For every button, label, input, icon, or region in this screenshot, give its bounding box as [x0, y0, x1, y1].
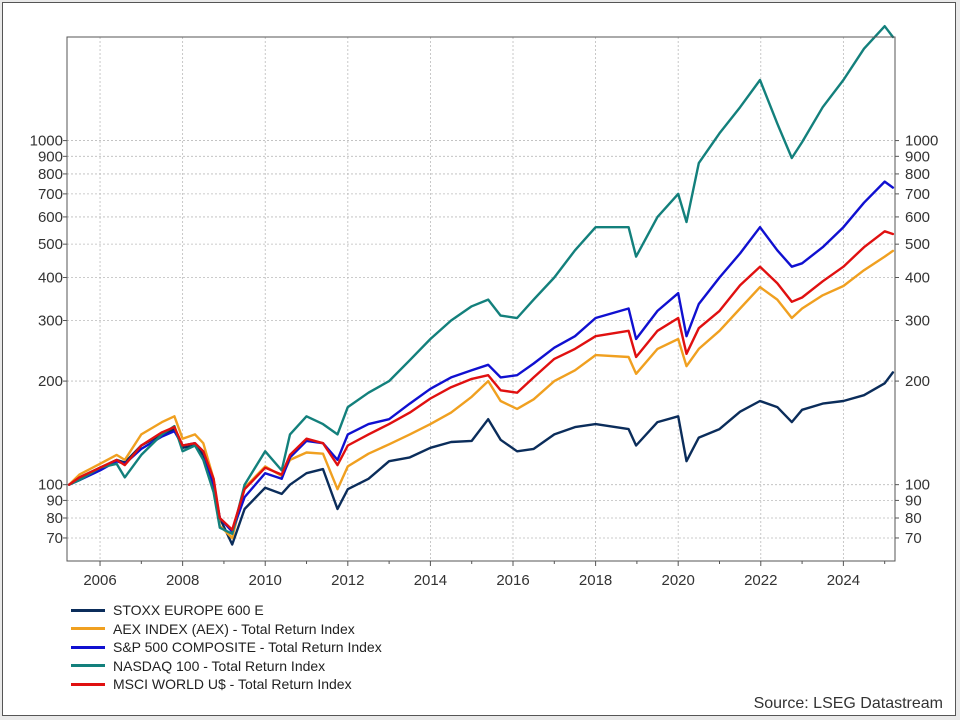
y-tick-label-right: 900	[905, 148, 930, 165]
y-tick-label-left: 700	[38, 186, 63, 203]
legend-swatch	[71, 627, 105, 631]
legend-label: STOXX EUROPE 600 E	[113, 602, 264, 619]
y-tick-label-left: 200	[38, 373, 63, 390]
legend-swatch	[71, 664, 105, 668]
y-tick-label-right: 800	[905, 166, 930, 183]
y-tick-label-right: 80	[905, 510, 922, 527]
y-tick-label-right: 1000	[905, 133, 938, 150]
series-line-2	[67, 180, 895, 533]
plot-area-border	[66, 36, 896, 562]
legend-item: AEX INDEX (AEX) - Total Return Index	[71, 620, 382, 639]
series-line-3	[67, 25, 895, 535]
legend-label: AEX INDEX (AEX) - Total Return Index	[113, 620, 355, 637]
x-tick-label: 2014	[414, 572, 447, 589]
legend-label: NASDAQ 100 - Total Return Index	[113, 657, 326, 674]
x-tick-label: 2008	[166, 572, 199, 589]
legend-label: S&P 500 COMPOSITE - Total Return Index	[113, 639, 382, 656]
x-tick-label: 2018	[579, 572, 612, 589]
legend-swatch	[71, 645, 105, 649]
y-tick-label-right: 700	[905, 186, 930, 203]
x-tick-label: 2020	[662, 572, 695, 589]
legend-item: NASDAQ 100 - Total Return Index	[71, 657, 382, 676]
y-tick-label-left: 70	[46, 530, 63, 547]
legend-swatch	[71, 608, 105, 612]
source-note: Source: LSEG Datastream	[753, 695, 943, 712]
y-tick-label-right: 70	[905, 530, 922, 547]
y-tick-label-left: 1000	[30, 133, 63, 150]
x-tick-label: 2024	[827, 572, 860, 589]
legend-label: MSCI WORLD U$ - Total Return Index	[113, 676, 352, 693]
y-tick-label-right: 400	[905, 270, 930, 287]
x-tick-label: 2016	[496, 572, 529, 589]
y-tick-label-left: 600	[38, 209, 63, 226]
legend-swatch	[71, 682, 105, 686]
y-tick-label-right: 90	[905, 492, 922, 509]
grid	[67, 37, 895, 561]
x-tick-label: 2006	[83, 572, 116, 589]
y-tick-label-right: 100	[905, 477, 930, 494]
y-tick-label-right: 300	[905, 312, 930, 329]
series-line-1	[67, 249, 895, 540]
y-tick-label-right: 500	[905, 236, 930, 253]
x-tick-label: 2022	[744, 572, 777, 589]
y-tick-label-left: 100	[38, 477, 63, 494]
x-tick-label: 2012	[331, 572, 364, 589]
axis-ticks: 2006 2008 2010 2012 2014 2016 2018 2020 2022 2024…	[30, 133, 939, 589]
line-chart: 2006 2008 2010 2012 2014 2016 2018 2020 2022 2024…	[30, 25, 939, 589]
legend-item: MSCI WORLD U$ - Total Return Index	[71, 675, 382, 694]
series-line-0	[67, 371, 895, 546]
x-tick-label: 2010	[249, 572, 282, 589]
y-tick-label-left: 500	[38, 236, 63, 253]
legend: STOXX EUROPE 600 E AEX INDEX (AEX) - Tot…	[71, 601, 382, 694]
series-lines	[67, 25, 895, 546]
y-tick-label-left: 900	[38, 148, 63, 165]
y-tick-label-right: 200	[905, 373, 930, 390]
y-tick-label-left: 80	[46, 510, 63, 527]
y-tick-label-left: 400	[38, 270, 63, 287]
series-line-4	[67, 230, 895, 531]
legend-item: S&P 500 COMPOSITE - Total Return Index	[71, 638, 382, 657]
y-tick-label-left: 90	[46, 492, 63, 509]
legend-item: STOXX EUROPE 600 E	[71, 601, 382, 620]
y-tick-label-right: 600	[905, 209, 930, 226]
y-tick-label-left: 800	[38, 166, 63, 183]
y-tick-label-left: 300	[38, 312, 63, 329]
